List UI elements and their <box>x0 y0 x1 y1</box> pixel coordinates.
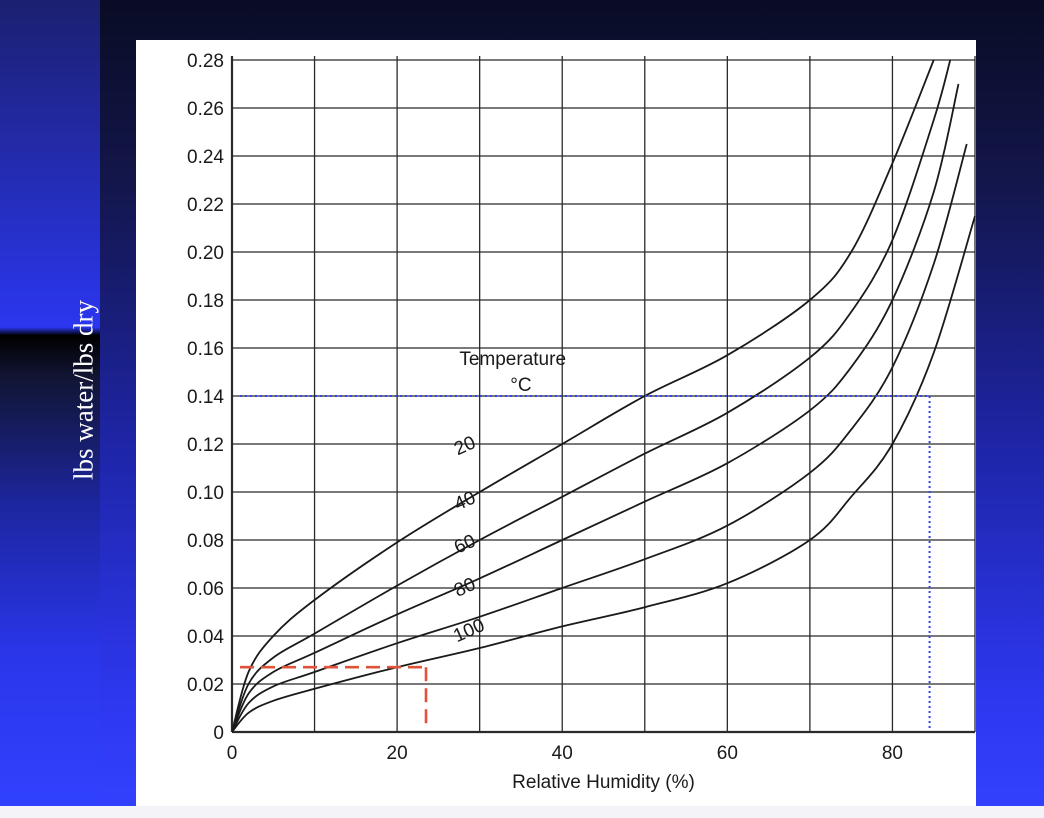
y-tick-label: 0.02 <box>187 675 224 696</box>
y-tick-label: 0.24 <box>187 147 224 168</box>
x-tick-label: 80 <box>882 743 903 764</box>
isotherm-curve-80 <box>232 143 968 732</box>
isotherm-curves <box>232 59 976 732</box>
x-tick-label: 60 <box>717 743 738 764</box>
series-label-60: 60 <box>451 531 479 559</box>
isotherm-curve-60 <box>232 83 960 732</box>
isotherm-curve-40 <box>232 59 952 732</box>
y-tick-label: 0.06 <box>187 579 224 600</box>
series-label-20: 20 <box>451 432 479 460</box>
reference-lines <box>240 395 931 728</box>
y-tick-label: 0.12 <box>187 435 224 456</box>
y-tick-label: 0.04 <box>187 627 224 648</box>
y-tick-label: 0.14 <box>187 387 224 408</box>
legend-title: Temperature <box>459 349 566 370</box>
slide-left-band <box>0 0 100 818</box>
y-tick-label: 0.20 <box>187 243 224 264</box>
x-axis-label: Relative Humidity (%) <box>512 772 695 793</box>
y-tick-label: 0.18 <box>187 291 224 312</box>
slide-bottom-strip <box>0 806 1044 818</box>
series-label-80: 80 <box>451 574 479 602</box>
y-tick-label: 0.22 <box>187 195 224 216</box>
series-label-100: 100 <box>450 615 488 647</box>
chart-panel <box>136 40 976 806</box>
y-tick-label: 0.10 <box>187 483 224 504</box>
x-tick-label: 40 <box>552 743 573 764</box>
y-tick-label: 0.28 <box>187 51 224 72</box>
x-tick-label: 20 <box>387 743 408 764</box>
y-tick-label: 0.16 <box>187 339 224 360</box>
x-tick-label: 0 <box>227 743 238 764</box>
y-tick-label: 0 <box>213 723 224 744</box>
y-tick-label: 0.26 <box>187 99 224 120</box>
x-tick-labels: 0 20 40 60 80 <box>227 743 903 764</box>
grid-lines <box>230 56 976 734</box>
isotherm-curve-100 <box>232 215 976 732</box>
isotherm-curve-20 <box>232 59 935 732</box>
y-tick-labels: 0 0.02 0.04 0.06 0.08 0.10 0.12 0.14 0.16 0.18 0.2… <box>187 51 224 744</box>
legend-unit: °C <box>510 375 531 396</box>
y-tick-label: 0.08 <box>187 531 224 552</box>
